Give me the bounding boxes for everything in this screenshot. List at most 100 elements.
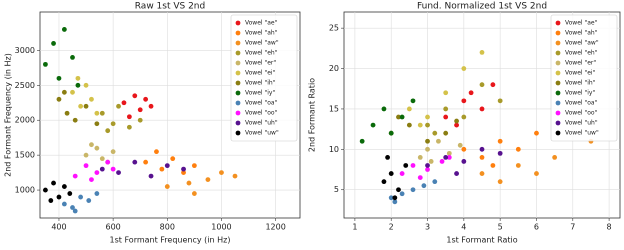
point (70, 54, 75, 60)
x-tick-label: 600 (105, 223, 120, 232)
point (410, 163, 416, 168)
y-tick-label: 3000 (15, 46, 35, 55)
point (99, 110, 105, 116)
plot: 1 2 3 4 5 6 7 8 5 10 15 20 25 Fund. Normalized 1st VS… (308, 2, 621, 245)
point (126, 114, 132, 120)
point (443, 106, 449, 112)
point (116, 103, 121, 109)
point (425, 122, 430, 128)
point (396, 114, 401, 120)
point (110, 149, 116, 155)
point (436, 138, 441, 144)
legend: Vowel "ae" Vowel "ah" Vowel "aw" Vowel "eh"… (550, 14, 618, 142)
point (425, 146, 430, 152)
point (454, 122, 459, 128)
point (137, 117, 143, 123)
legend-box (550, 14, 618, 142)
point (406, 106, 412, 112)
point (83, 152, 89, 158)
legend-marker (555, 60, 561, 66)
legend-marker (555, 130, 561, 136)
legend-marker (555, 110, 561, 116)
point (468, 90, 474, 96)
point (399, 191, 405, 197)
legend-label: Vowel "iy" (565, 90, 595, 97)
legend-label: Vowel "uw" (565, 130, 599, 137)
point (479, 171, 485, 176)
legend-label: Vowel "oa" (245, 100, 278, 107)
legend-label: Vowel "oa" (565, 100, 598, 107)
point (105, 159, 111, 165)
legend-marker (555, 40, 561, 46)
point (72, 117, 78, 123)
legend-label: Vowel "ei" (245, 70, 276, 77)
x-tick-label: 4 (461, 223, 466, 232)
point (105, 128, 111, 134)
point (479, 146, 485, 152)
legend-label: Vowel "ei" (565, 70, 596, 77)
y-tick-label: 10 (329, 145, 339, 154)
x-tick-label: 1200 (265, 223, 285, 232)
legend-label: Vowel "aw" (245, 40, 279, 47)
y-tick-label: 25 (329, 24, 339, 33)
x-tick-label: 1000 (211, 223, 231, 232)
point (461, 66, 467, 71)
point (219, 170, 224, 176)
chart-title: Raw 1st VS 2nd (135, 2, 205, 12)
point (132, 159, 138, 165)
legend: Vowel "ae" Vowel "ah" Vowel "aw" Vowel "eh"… (230, 14, 298, 142)
point (417, 155, 423, 160)
point (72, 208, 78, 214)
legend-marker (555, 50, 561, 56)
point (72, 173, 78, 179)
legend-marker (555, 70, 561, 76)
point (388, 171, 394, 176)
legend-label: Vowel "iy" (245, 90, 275, 97)
legend-label: Vowel "ih" (565, 80, 596, 87)
point (479, 155, 485, 160)
point (61, 89, 67, 95)
y-tick-label: 1000 (15, 186, 35, 195)
point (392, 199, 398, 205)
point (432, 130, 438, 136)
point (99, 166, 105, 172)
x-tick-label: 5 (498, 223, 503, 232)
legend-marker (555, 100, 561, 106)
point (497, 179, 503, 185)
point (121, 100, 127, 106)
point (83, 103, 89, 109)
legend-label: Vowel "ae" (565, 20, 598, 27)
point (48, 198, 54, 203)
point (479, 82, 485, 88)
legend-marker (555, 90, 561, 96)
y-tick-label: 2500 (15, 81, 35, 90)
point (490, 82, 496, 88)
x-tick-label: 6 (534, 223, 539, 232)
legend-label: Vowel "er" (245, 60, 276, 67)
point (454, 171, 459, 176)
y-axis-label: 2nd Formant Frequency (in Hz) (4, 53, 13, 177)
point (421, 183, 427, 189)
point (51, 180, 56, 186)
y-tick-label: 20 (329, 64, 339, 73)
point (75, 75, 81, 81)
legend-marker (235, 20, 241, 26)
point (159, 166, 165, 172)
point (461, 159, 467, 164)
legend-label: Vowel "uh" (565, 120, 598, 127)
x-tick-label: 8 (607, 223, 612, 232)
legend-marker (555, 30, 561, 36)
x-axis-label: 1st Formant Ratio (446, 236, 517, 245)
legend-marker (235, 120, 241, 126)
point (143, 159, 149, 165)
point (385, 155, 390, 160)
point (457, 142, 463, 148)
legend-marker (235, 130, 241, 136)
point (143, 96, 149, 102)
plot: 400 600 800 1000 1200 1000 1500 2000 2500 3000 Raw… (4, 2, 301, 245)
x-tick-label: 400 (51, 223, 66, 232)
point (461, 114, 467, 120)
point (432, 179, 438, 185)
legend-label: Vowel "ih" (245, 80, 276, 87)
